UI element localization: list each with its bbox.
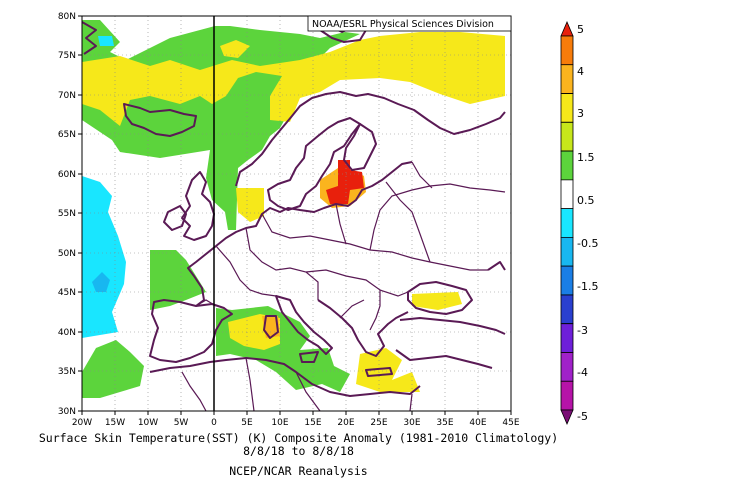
anomaly-region-yellow-black-sea [412,292,462,310]
colorbar-segment [560,150,574,181]
caption-date-range: 8/8/18 to 8/8/18 [243,444,354,458]
political-borders [181,161,506,412]
x-tick-label: 15W [105,418,125,428]
anomaly-region-cyan-west [82,176,126,338]
x-tick-label: 0 [211,418,217,428]
coast-north-africa [149,357,421,397]
coast-scandinavia [235,91,506,187]
colorbar-label: -5 [577,410,588,423]
x-tick-label: 35E [436,418,453,428]
colorbar-label: 3 [577,107,584,120]
source-label: NOAA/ESRL Physical Sciences Division [312,19,494,30]
coast-iberia [149,299,233,363]
x-tick-label: 45E [502,418,519,428]
coast-turkey-south [395,349,493,369]
y-axis: 30N 35N 40N 45N 50N 55N 60N 65N 70N 75N … [58,12,82,417]
colorbar-segment [560,121,574,152]
caption-source: NCEP/NCAR Reanalysis [229,464,368,478]
anomaly-region-green-west [150,250,206,310]
colorbar-segment [560,265,574,296]
colorbar-segment [560,294,574,325]
anomaly-region-green-north [82,20,360,230]
coast-turkey [399,317,506,335]
coast-sardinia [263,315,279,339]
colorbar-label: -3 [577,324,588,337]
x-tick-label: 10E [271,418,288,428]
y-tick-label: 55N [58,209,76,219]
coast-finland [343,123,377,171]
anomaly-region-yellow-nw [220,40,250,58]
colorbar-labels: 5 4 3 1.5 0.5 -0.5 -1.5 -3 -4 -5 [577,23,598,423]
x-tick-label: 5E [241,418,253,428]
colorbar-label: 1.5 [577,151,595,164]
x-tick-label: 5W [174,418,189,428]
anomaly-fields [82,20,505,398]
coast-crete [365,367,393,377]
y-tick-label: 80N [58,12,76,22]
source-label-box [307,15,512,32]
colorbar-segment [560,409,574,426]
x-tick-label: 20W [72,418,92,428]
y-tick-label: 45N [58,288,76,298]
anomaly-region-cyan-small [98,36,114,46]
colorbar-segment [560,352,574,382]
y-tick-label: 35N [58,367,76,377]
coast-sweden [267,117,361,211]
colorbar-segment [560,35,574,66]
coast-france-west [187,245,217,307]
anomaly-region-blue-spot [92,272,110,292]
colorbar-segment [560,236,574,267]
anomaly-region-yellow-east-med [356,348,420,392]
coast-uk [181,171,215,241]
y-tick-label: 75N [58,51,76,61]
coast-black-sea [407,281,473,315]
y-tick-label: 30N [58,407,76,417]
y-tick-label: 60N [58,170,76,180]
anomaly-region-green-sw [82,340,144,398]
x-tick-label: 25E [370,418,387,428]
anomaly-region-yellow-north-sea [236,188,264,222]
coast-continent-north [215,161,413,247]
colorbar-segment [560,208,574,238]
colorbar-label: -1.5 [577,280,598,293]
coast-italy [275,295,333,355]
x-tick-label: 10W [138,418,158,428]
x-axis: 20W 15W 10W 5W 0 5E 10E 15E 20E 25E 30E … [72,411,520,428]
coast-greenland-edge [81,21,97,55]
y-tick-label: 50N [58,249,76,259]
colorbar-segment [560,93,574,123]
x-tick-label: 20E [337,418,354,428]
x-tick-label: 30E [403,418,420,428]
coast-sicily [299,351,319,363]
colorbar-segment [560,323,574,353]
colorbar-segment [560,20,574,37]
x-tick-label: 40E [469,418,486,428]
colorbar-label: 0.5 [577,194,595,207]
colorbar-segment [560,179,574,210]
y-tick-label: 40N [58,328,76,338]
coast-balkans [317,299,409,357]
caption-title: Surface Skin Temperature(SST) (K) Compos… [38,431,559,445]
y-tick-label: 70N [58,91,76,101]
colorbar [560,20,574,426]
anomaly-region-baltic-hot [326,160,364,204]
coast-iceland [123,103,197,137]
colorbar-segment [560,64,574,94]
colorbar-label: -0.5 [577,237,598,250]
coast-caspian [487,261,506,271]
anomaly-region-yellow-north [82,32,505,126]
colorbar-label: 4 [577,65,584,78]
colorbar-segment [560,380,574,411]
colorbar-label: 5 [577,23,584,36]
y-tick-label: 65N [58,130,76,140]
x-tick-label: 15E [304,418,321,428]
coast-ireland [163,205,187,231]
colorbar-label: -4 [577,366,588,379]
